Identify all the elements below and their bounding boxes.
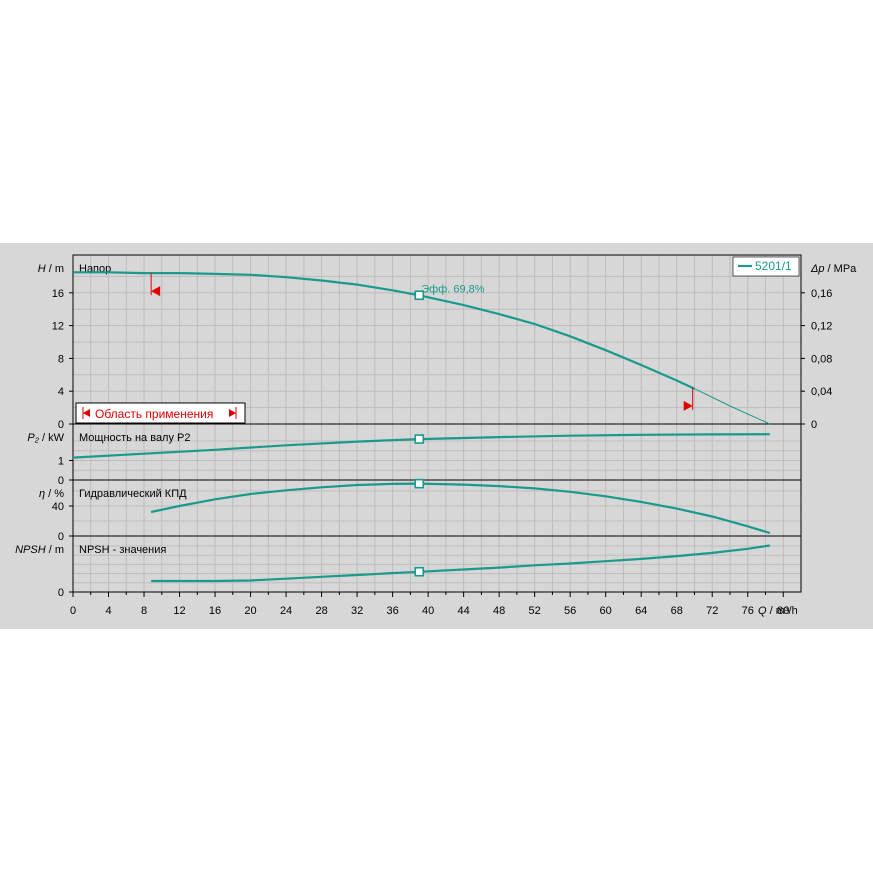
app-range-legend-right-arrow (229, 409, 236, 417)
x-tick-label: 60 (600, 605, 612, 617)
y-axis-unit: / m (46, 263, 64, 275)
x-tick-label: 4 (105, 605, 111, 617)
right-axis-symbol: Δp (810, 263, 825, 275)
x-tick-label: 44 (458, 605, 470, 617)
y-axis-symbol: NPSH (15, 544, 46, 556)
x-tick-label: 0 (70, 605, 76, 617)
x-tick-label: 16 (209, 605, 221, 617)
y-tick-label: 8 (58, 353, 64, 365)
y-axis-symbol: η (39, 488, 45, 500)
duty-point-marker-power (414, 434, 425, 444)
x-tick-label: 36 (386, 605, 398, 617)
x-axis-unit: / m³/h (767, 605, 798, 617)
app-range-legend-label: Область применения (95, 407, 213, 421)
series-line-npsh-0 (151, 544, 771, 583)
legend-box (732, 256, 800, 277)
y-tick-label: 4 (58, 386, 64, 398)
x-tick-label: 56 (564, 605, 576, 617)
x-tick-label: 8 (141, 605, 147, 617)
y-axis-symbol: P₂ (27, 432, 39, 444)
y-tick-label: 0 (58, 587, 64, 599)
pump-curve-chart: 0 4 8 12 16 20 24 28 32 36 40 44 48 52 56 60 64 68 72 76 80 Q… (0, 243, 873, 629)
duty-point-marker-efficiency (414, 478, 425, 489)
pump-curve-svg: 0 4 8 12 16 20 24 28 32 36 40 44 48 52 56 60 64 68 72 76 80Q… (15, 254, 857, 617)
y-tick-label: 0 (58, 475, 64, 487)
panel-title-efficiency: Гидравлический КПД (79, 488, 187, 500)
x-tick-label: 52 (529, 605, 541, 617)
y-tick-label: 0 (58, 531, 64, 543)
y-tick-label: 40 (52, 501, 64, 513)
x-tick-label: 68 (671, 605, 683, 617)
x-tick-label: 20 (244, 605, 256, 617)
y-tick-label: 0 (58, 419, 64, 431)
x-tick-label: 72 (706, 605, 718, 617)
y-tick-label: 12 (52, 321, 64, 333)
y-axis-unit: / kW (39, 432, 65, 444)
y-axis-title-power: P₂ / kW (27, 432, 64, 444)
app-range-legend-left-arrow (83, 409, 90, 417)
x-tick-label: 64 (635, 605, 647, 617)
right-y-tick-label: 0,08 (811, 353, 832, 365)
efficiency-label: Эфф. 69,8% (421, 283, 485, 295)
x-axis-title: Q / m³/h (758, 605, 798, 617)
series-line-head-1 (694, 388, 771, 425)
x-tick-label: 40 (422, 605, 434, 617)
x-tick-label: 76 (742, 605, 754, 617)
y-axis-unit: / m (46, 544, 64, 556)
x-axis-symbol: Q (758, 605, 767, 617)
panel-frame-npsh (72, 535, 802, 593)
duty-point-marker-head (414, 290, 425, 301)
y-axis-title-head: H / m (38, 263, 64, 275)
right-axis-unit: / MPa (825, 263, 858, 275)
y-axis-symbol: H (38, 263, 46, 275)
panel-frame-head (72, 254, 802, 425)
right-y-tick-label: 0,16 (811, 288, 832, 300)
legend-label: 5201/1 (755, 259, 792, 273)
panel-title-npsh: NPSH - значения (79, 544, 166, 556)
right-y-tick-label: 0,12 (811, 321, 832, 333)
right-y-tick-label: 0 (811, 419, 817, 431)
y-axis-unit: / % (45, 488, 64, 500)
right-axis-title: Δp / MPa (810, 263, 857, 275)
right-y-tick-label: 0,04 (811, 386, 832, 398)
x-tick-label: 32 (351, 605, 363, 617)
y-tick-label: 16 (52, 288, 64, 300)
panel-title-power: Мощность на валу P2 (79, 432, 191, 444)
y-tick-label: 1 (58, 456, 64, 468)
x-tick-label: 80 (777, 605, 789, 617)
app-range-max-arrow (683, 400, 693, 411)
series-line-efficiency-0 (150, 482, 771, 535)
x-tick-label: 24 (280, 605, 292, 617)
y-axis-title-npsh: NPSH / m (15, 544, 64, 556)
y-axis-title-efficiency: η / % (39, 488, 64, 500)
duty-point-marker-npsh (414, 566, 425, 577)
x-tick-label: 48 (493, 605, 505, 617)
x-tick-label: 28 (315, 605, 327, 617)
x-tick-label: 12 (173, 605, 185, 617)
app-range-min-arrow (151, 286, 161, 297)
app-range-legend-box (75, 402, 246, 424)
series-line-head-0 (73, 271, 695, 390)
